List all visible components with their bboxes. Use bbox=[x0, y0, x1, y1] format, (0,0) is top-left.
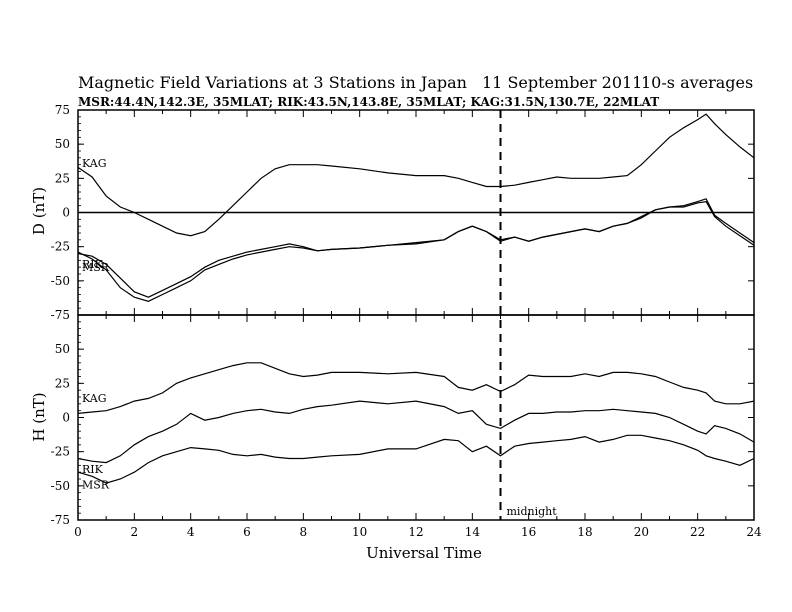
series-label-msr-d: MSR bbox=[82, 261, 110, 274]
x-tick-label: 8 bbox=[300, 525, 308, 539]
x-tick-label: 22 bbox=[690, 525, 705, 539]
x-tick-label: 4 bbox=[187, 525, 195, 539]
stations-line: MSR:44.4N,142.3E, 35MLAT; RIK:43.5N,143.… bbox=[78, 95, 659, 109]
x-axis-label: Universal Time bbox=[366, 544, 482, 562]
series-label-rik-h: RIK bbox=[82, 463, 104, 476]
y-tick-label-d: -50 bbox=[51, 274, 70, 288]
y-tick-label-d: 50 bbox=[55, 137, 70, 151]
y-tick-label-h: -75 bbox=[51, 513, 70, 527]
series-line-msr-h bbox=[77, 434, 755, 484]
series-line-msr-d bbox=[77, 200, 755, 302]
x-tick-label: 2 bbox=[131, 525, 139, 539]
x-tick-label: 0 bbox=[74, 525, 82, 539]
series-label-msr-h: MSR bbox=[82, 478, 110, 491]
y-axis-label-d: D (nT) bbox=[30, 187, 48, 235]
y-tick-label-h: 25 bbox=[55, 376, 70, 390]
x-tick-label: 16 bbox=[521, 525, 536, 539]
y-tick-label-h: 50 bbox=[55, 342, 70, 356]
x-tick-label: 12 bbox=[408, 525, 423, 539]
x-tick-label: 20 bbox=[634, 525, 649, 539]
series-label-rik-d: RIK bbox=[82, 258, 104, 271]
y-axis-label-h: H (nT) bbox=[30, 392, 48, 441]
y-tick-label-h: 0 bbox=[62, 411, 70, 425]
y-tick-label-h: -25 bbox=[51, 445, 70, 459]
series-label-kag-h: KAG bbox=[82, 392, 107, 405]
y-tick-label-d: -75 bbox=[51, 308, 70, 322]
series-line-rik-h bbox=[77, 400, 755, 464]
series-line-kag-d bbox=[77, 113, 755, 237]
series-label-kag-d: KAG bbox=[82, 157, 107, 170]
y-tick-label-d: 25 bbox=[55, 171, 70, 185]
series-line-kag-h bbox=[77, 362, 755, 414]
x-tick-label: 18 bbox=[577, 525, 592, 539]
chart-averaging: 10-s averages bbox=[641, 73, 753, 92]
midnight-marker-label: midnight bbox=[507, 505, 558, 518]
y-tick-label-d: 75 bbox=[55, 103, 70, 117]
x-tick-label: 6 bbox=[243, 525, 251, 539]
x-tick-label: 14 bbox=[465, 525, 481, 539]
y-tick-label-d: 0 bbox=[62, 206, 70, 220]
x-tick-label: 10 bbox=[352, 525, 367, 539]
x-tick-label: 24 bbox=[746, 525, 762, 539]
chart-date: 11 September 2011 bbox=[482, 73, 642, 92]
chart-title: Magnetic Field Variations at 3 Stations … bbox=[78, 73, 467, 92]
y-tick-label-d: -25 bbox=[51, 240, 70, 254]
plot-frame-h bbox=[77, 314, 755, 521]
series-line-rik-d bbox=[77, 198, 755, 298]
y-tick-label-h: -50 bbox=[51, 479, 70, 493]
